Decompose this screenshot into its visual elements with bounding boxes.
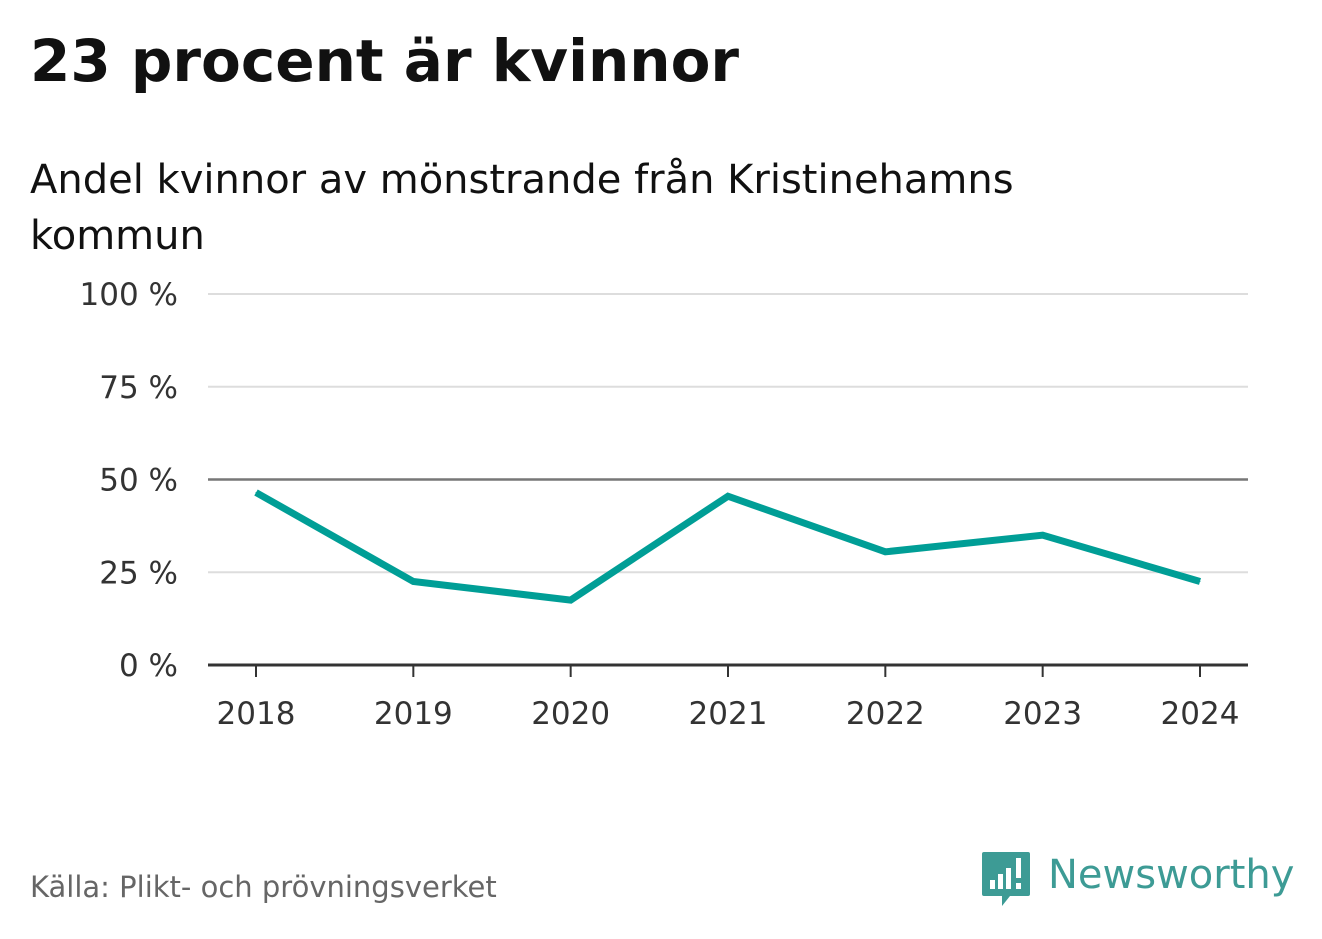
data-point-2020 [570,599,572,601]
source-note: Källa: Plikt- och prövningsverket [30,870,497,904]
gridlines [208,293,1248,574]
x-tick-label: 2024 [1161,696,1240,732]
x-tick-label: 2021 [689,696,768,732]
data-point-2023 [1042,534,1044,536]
x-tick-label: 2020 [531,696,610,732]
newsworthy-logo-icon [982,852,1030,906]
y-tick-label: 50 % [99,463,178,499]
data-point-2018 [255,491,257,493]
y-tick-label: 0 % [119,648,178,684]
y-tick-label: 25 % [99,555,178,591]
data-point-2019 [412,581,414,583]
x-tick-label: 2019 [374,696,453,732]
data-point-2022 [884,551,886,553]
x-tick-label: 2023 [1003,696,1082,732]
chart-title: 23 procent är kvinnor [30,27,740,95]
brand-name: Newsworthy [1048,852,1295,898]
series-line [254,489,1201,604]
x-axis: 2018 2019 2020 2021 2022 2023 2024 [208,663,1248,732]
chart-subtitle: Andel kvinnor av mönstrande från Kristin… [30,157,1014,259]
y-axis-tick-labels: 0 % 25 % 50 % 75 % 100 % [80,277,178,684]
brand-logo: Newsworthy [980,846,1300,916]
y-tick-label: 100 % [80,277,178,313]
series-lines [254,489,1201,604]
data-point-2021 [727,495,729,497]
x-tick-label: 2022 [846,696,925,732]
x-tick-label: 2018 [217,696,296,732]
line-chart: 0 % 25 % 50 % 75 % 100 % 2018 2019 2020 2021 202… [80,277,1248,732]
data-point-2024 [1199,581,1201,583]
y-tick-label: 75 % [99,370,178,406]
